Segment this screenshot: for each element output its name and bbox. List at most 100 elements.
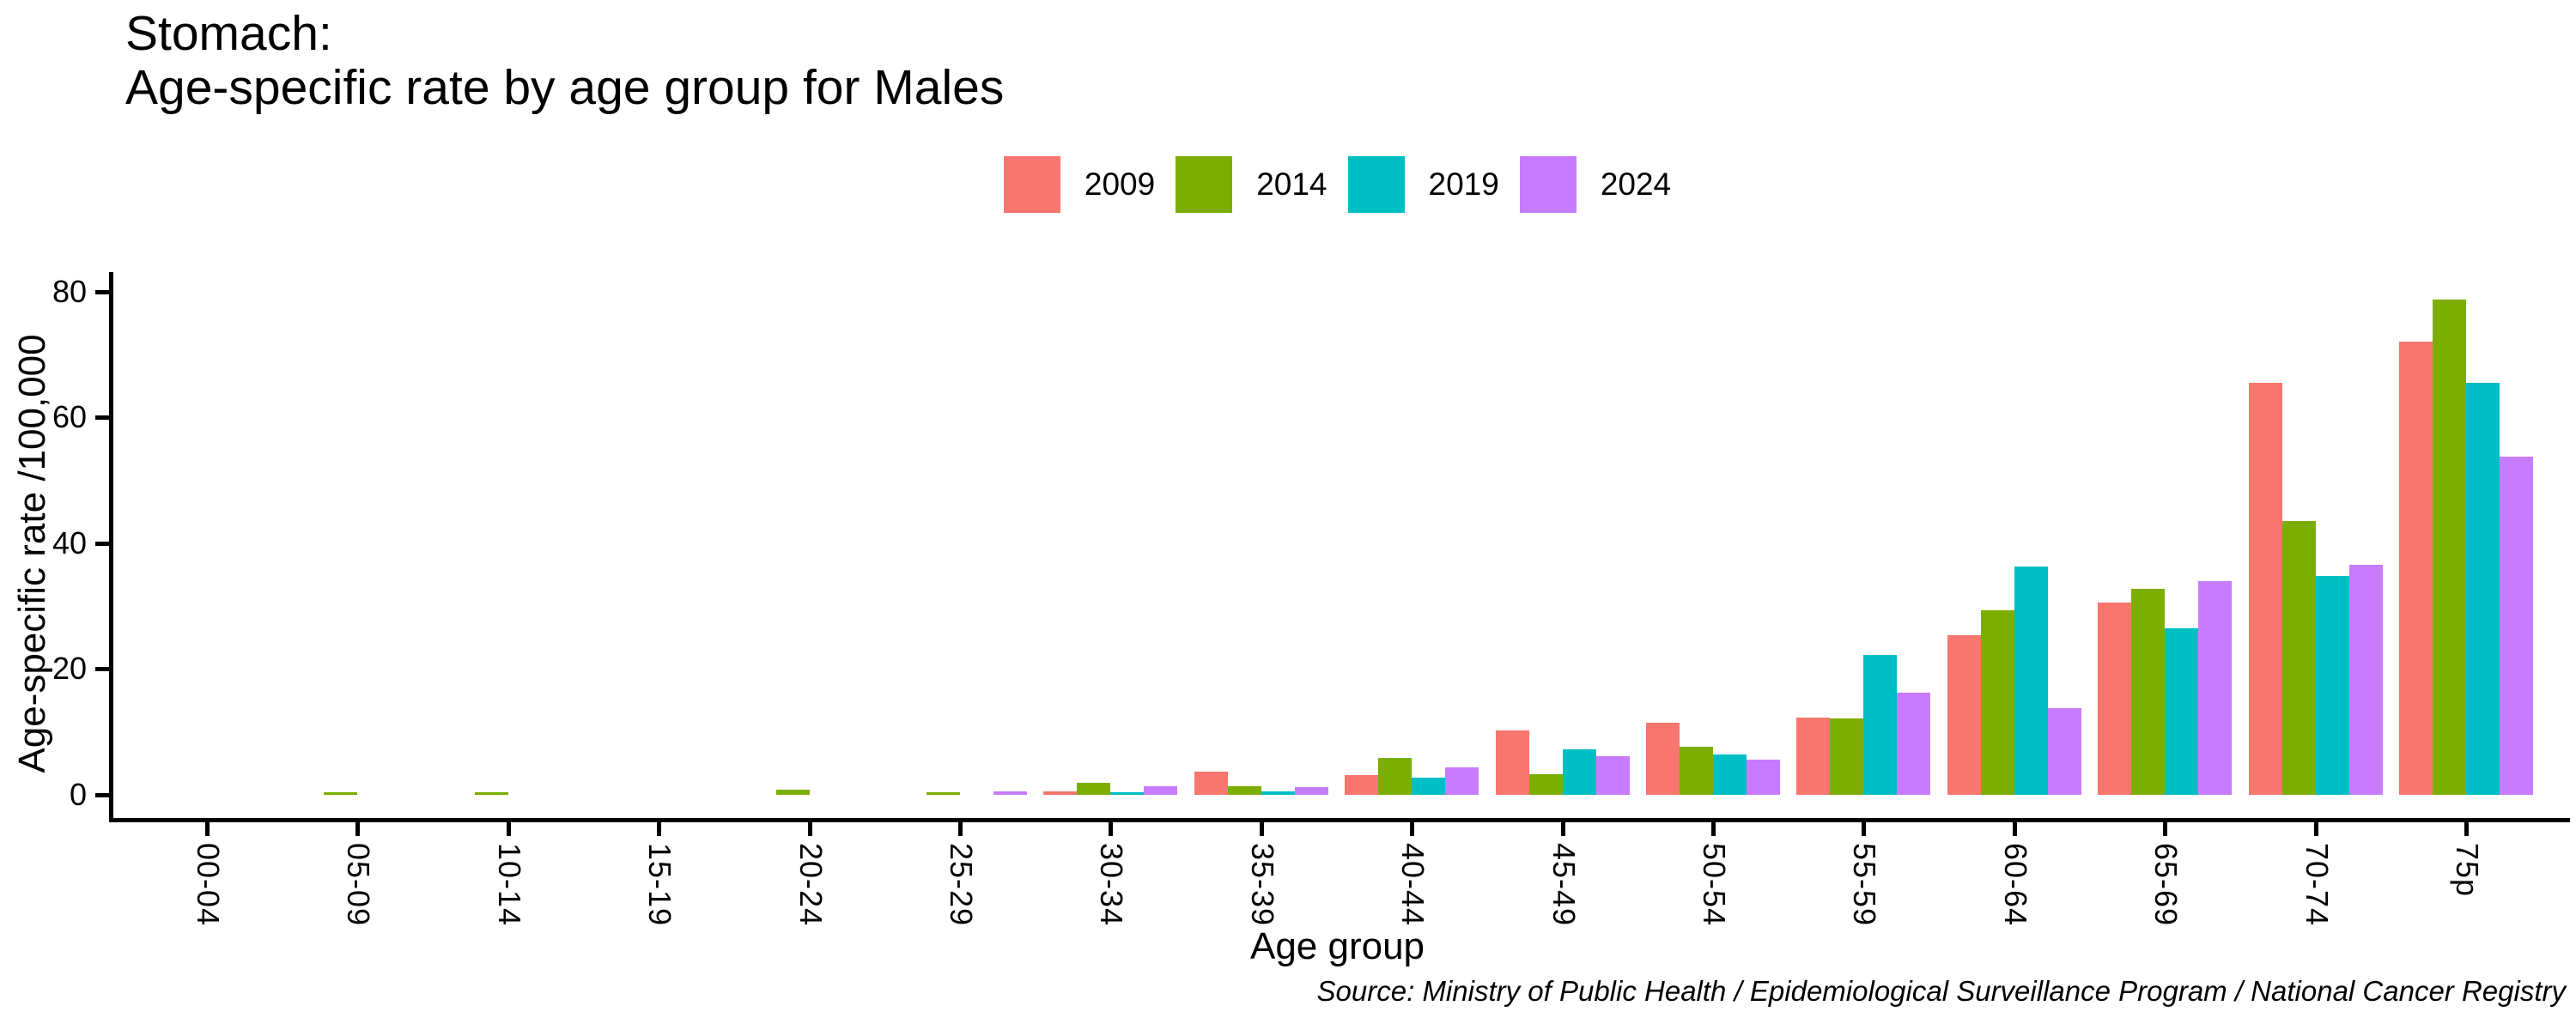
bar-2014-70-74 bbox=[2282, 521, 2316, 795]
x-axis-title: Age group bbox=[1249, 925, 1425, 967]
bar-2014-55-59 bbox=[1830, 718, 1863, 795]
bar-2009-55-59 bbox=[1796, 718, 1830, 795]
x-axis-tick-label-50-54: 50-54 bbox=[1697, 843, 1732, 927]
bar-2009-70-74 bbox=[2249, 383, 2282, 795]
x-axis-tick bbox=[657, 822, 661, 836]
bar-2019-30-34 bbox=[1110, 792, 1144, 795]
y-axis-tick-label-60: 60 bbox=[52, 399, 87, 434]
bar-2024-50-54 bbox=[1747, 760, 1780, 795]
y-axis-line bbox=[109, 272, 113, 822]
x-axis-tick-label-70-74: 70-74 bbox=[2300, 843, 2335, 927]
bar-2014-35-39 bbox=[1228, 786, 1261, 795]
x-axis-tick-label-40-44: 40-44 bbox=[1395, 843, 1431, 927]
x-axis-tick-label-35-39: 35-39 bbox=[1245, 843, 1280, 927]
chart-title: Stomach: Age-specific rate by age group … bbox=[125, 7, 1004, 115]
bar-2019-65-69 bbox=[2165, 628, 2198, 795]
bar-2009-45-49 bbox=[1496, 730, 1529, 795]
bar-2024-30-34 bbox=[1144, 786, 1177, 795]
legend-label-2019: 2019 bbox=[1428, 167, 1499, 202]
x-axis-tick bbox=[958, 822, 963, 836]
legend-swatch-2009 bbox=[1003, 156, 1060, 213]
bar-2019-75p bbox=[2466, 383, 2500, 795]
x-axis-tick bbox=[1862, 822, 1866, 836]
bar-2014-30-34 bbox=[1077, 783, 1110, 795]
x-axis-tick-label-20-24: 20-24 bbox=[793, 843, 829, 927]
legend-label-2014: 2014 bbox=[1256, 167, 1327, 202]
legend-item-2024: 2024 bbox=[1519, 156, 1672, 213]
bar-2024-45-49 bbox=[1596, 756, 1630, 795]
bar-2014-05-09 bbox=[324, 792, 357, 795]
chart-title-line2: Age-specific rate by age group for Males bbox=[125, 60, 1005, 115]
x-axis-tick-label-15-19: 15-19 bbox=[642, 843, 677, 927]
legend-item-2019: 2019 bbox=[1347, 156, 1499, 213]
bar-2024-65-69 bbox=[2198, 581, 2232, 795]
y-axis-tick bbox=[95, 667, 109, 671]
x-axis-tick bbox=[507, 822, 511, 836]
x-axis-tick-label-60-64: 60-64 bbox=[1998, 843, 2033, 927]
bar-2019-70-74 bbox=[2316, 576, 2349, 795]
y-axis-tick-label-20: 20 bbox=[52, 651, 87, 686]
x-axis-tick-label-10-14: 10-14 bbox=[492, 843, 527, 927]
legend-item-2014: 2014 bbox=[1176, 156, 1327, 213]
bar-2019-55-59 bbox=[1863, 655, 1897, 795]
y-axis-tick bbox=[95, 542, 109, 546]
x-axis-tick bbox=[2464, 822, 2469, 836]
bar-2009-35-39 bbox=[1194, 772, 1228, 795]
bar-2014-45-49 bbox=[1529, 774, 1563, 795]
source-note: Source: Ministry of Public Health / Epid… bbox=[1316, 975, 2566, 1007]
bar-2014-10-14 bbox=[475, 792, 508, 795]
x-axis-tick-label-00-04: 00-04 bbox=[191, 843, 226, 927]
bar-2009-65-69 bbox=[2098, 603, 2131, 795]
x-axis-tick-label-30-34: 30-34 bbox=[1094, 843, 1129, 927]
x-axis-tick bbox=[1109, 822, 1113, 836]
x-axis-tick bbox=[355, 822, 360, 836]
bar-2024-60-64 bbox=[2048, 708, 2081, 795]
legend-label-2024: 2024 bbox=[1600, 167, 1672, 202]
legend-label-2009: 2009 bbox=[1084, 167, 1156, 202]
y-axis-tick bbox=[95, 793, 109, 797]
bar-2014-50-54 bbox=[1680, 747, 1713, 795]
bar-2009-40-44 bbox=[1345, 775, 1378, 795]
x-axis-tick bbox=[2314, 822, 2318, 836]
chart-title-line1: Stomach: bbox=[125, 6, 332, 61]
bar-2014-25-29 bbox=[927, 792, 960, 795]
y-axis-tick-label-0: 0 bbox=[69, 777, 87, 812]
x-axis-tick bbox=[1410, 822, 1414, 836]
x-axis-tick-label-65-69: 65-69 bbox=[2148, 843, 2184, 927]
bar-2024-75p bbox=[2500, 457, 2533, 795]
x-axis-tick bbox=[1561, 822, 1565, 836]
bar-2014-20-24 bbox=[776, 790, 810, 795]
legend-swatch-2024 bbox=[1519, 156, 1577, 213]
x-axis-line bbox=[109, 818, 2570, 822]
x-axis-tick bbox=[205, 822, 210, 836]
bar-2019-50-54 bbox=[1713, 754, 1747, 795]
x-axis-tick-label-25-29: 25-29 bbox=[944, 843, 979, 927]
x-axis-tick-label-05-09: 05-09 bbox=[341, 843, 376, 927]
x-axis-tick-label-55-59: 55-59 bbox=[1847, 843, 1882, 927]
bar-2009-50-54 bbox=[1646, 723, 1680, 795]
bar-2019-60-64 bbox=[2014, 566, 2048, 795]
bar-2014-60-64 bbox=[1981, 610, 2014, 795]
x-axis-tick bbox=[2013, 822, 2017, 836]
legend: 2009 2014 2019 2024 bbox=[109, 156, 2566, 213]
y-axis-tick bbox=[95, 290, 109, 294]
bar-2009-60-64 bbox=[1947, 635, 1981, 795]
bar-2024-25-29 bbox=[993, 791, 1027, 795]
bar-2024-55-59 bbox=[1897, 693, 1930, 795]
x-axis-tick bbox=[2163, 822, 2167, 836]
x-axis-tick bbox=[808, 822, 812, 836]
bar-2019-35-39 bbox=[1261, 791, 1295, 795]
bar-2014-75p bbox=[2433, 300, 2466, 795]
y-axis-tick bbox=[95, 415, 109, 420]
bar-2019-40-44 bbox=[1412, 778, 1445, 795]
x-axis-tick-label-75p: 75p bbox=[2450, 843, 2485, 898]
bar-2014-40-44 bbox=[1378, 758, 1412, 795]
bar-2024-40-44 bbox=[1445, 767, 1479, 795]
legend-item-2009: 2009 bbox=[1003, 156, 1156, 213]
bar-2009-75p bbox=[2399, 342, 2433, 795]
x-axis-tick bbox=[1711, 822, 1716, 836]
bar-2009-30-34 bbox=[1043, 791, 1077, 795]
y-axis-tick-label-80: 80 bbox=[52, 274, 87, 309]
bar-2024-35-39 bbox=[1295, 787, 1328, 795]
